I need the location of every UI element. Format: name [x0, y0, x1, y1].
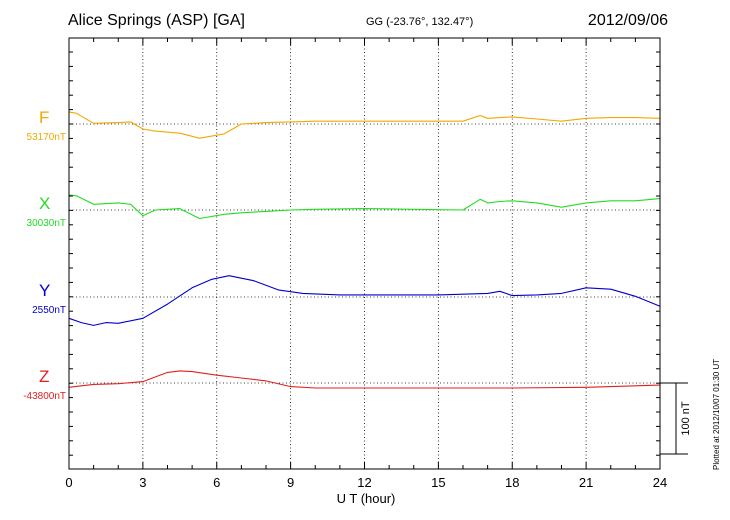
series-line-f [68, 111, 661, 139]
series-name-f: F [39, 108, 50, 127]
series-baseline-label-f: 53170nT [26, 132, 66, 143]
series-baseline-label-x: 30030nT [26, 218, 66, 229]
chart-date: 2012/09/06 [587, 12, 668, 29]
x-tick-label: 15 [431, 475, 445, 490]
series-lines [68, 111, 661, 389]
plot-frame [68, 37, 661, 470]
x-tick-label: 24 [653, 475, 667, 490]
series-line-y [68, 275, 661, 326]
series-baseline-label-y: 2550nT [32, 305, 66, 316]
scale-bar: 100 nT [660, 382, 692, 455]
series-line-z [68, 370, 661, 389]
x-ticks [68, 38, 661, 469]
x-tick-labels: 0 3 6 9 12 15 18 21 24 [65, 475, 667, 490]
series-name-y: Y [39, 281, 51, 300]
chart-axes [68, 37, 661, 470]
series-line-x [68, 194, 661, 220]
station-coordinates: GG (-23.76°, 132.47°) [366, 16, 474, 28]
x-tick-label: 9 [287, 475, 294, 490]
series-baseline-label-z: -43800nT [23, 391, 66, 402]
series-name-z: Z [39, 367, 50, 386]
scale-bar-label: 100 nT [680, 401, 692, 436]
x-tick-label: 6 [213, 475, 220, 490]
series-baselines [69, 123, 660, 384]
x-tick-label: 18 [505, 475, 519, 490]
chart-title: Alice Springs (ASP) [GA] [68, 12, 245, 29]
x-tick-label: 0 [65, 475, 72, 490]
x-tick-label: 21 [579, 475, 593, 490]
x-tick-label: 12 [357, 475, 371, 490]
x-axis-label: U T (hour) [337, 491, 396, 506]
x-tick-label: 3 [139, 475, 146, 490]
chart-grid [142, 38, 587, 469]
series-name-x: X [39, 194, 51, 213]
